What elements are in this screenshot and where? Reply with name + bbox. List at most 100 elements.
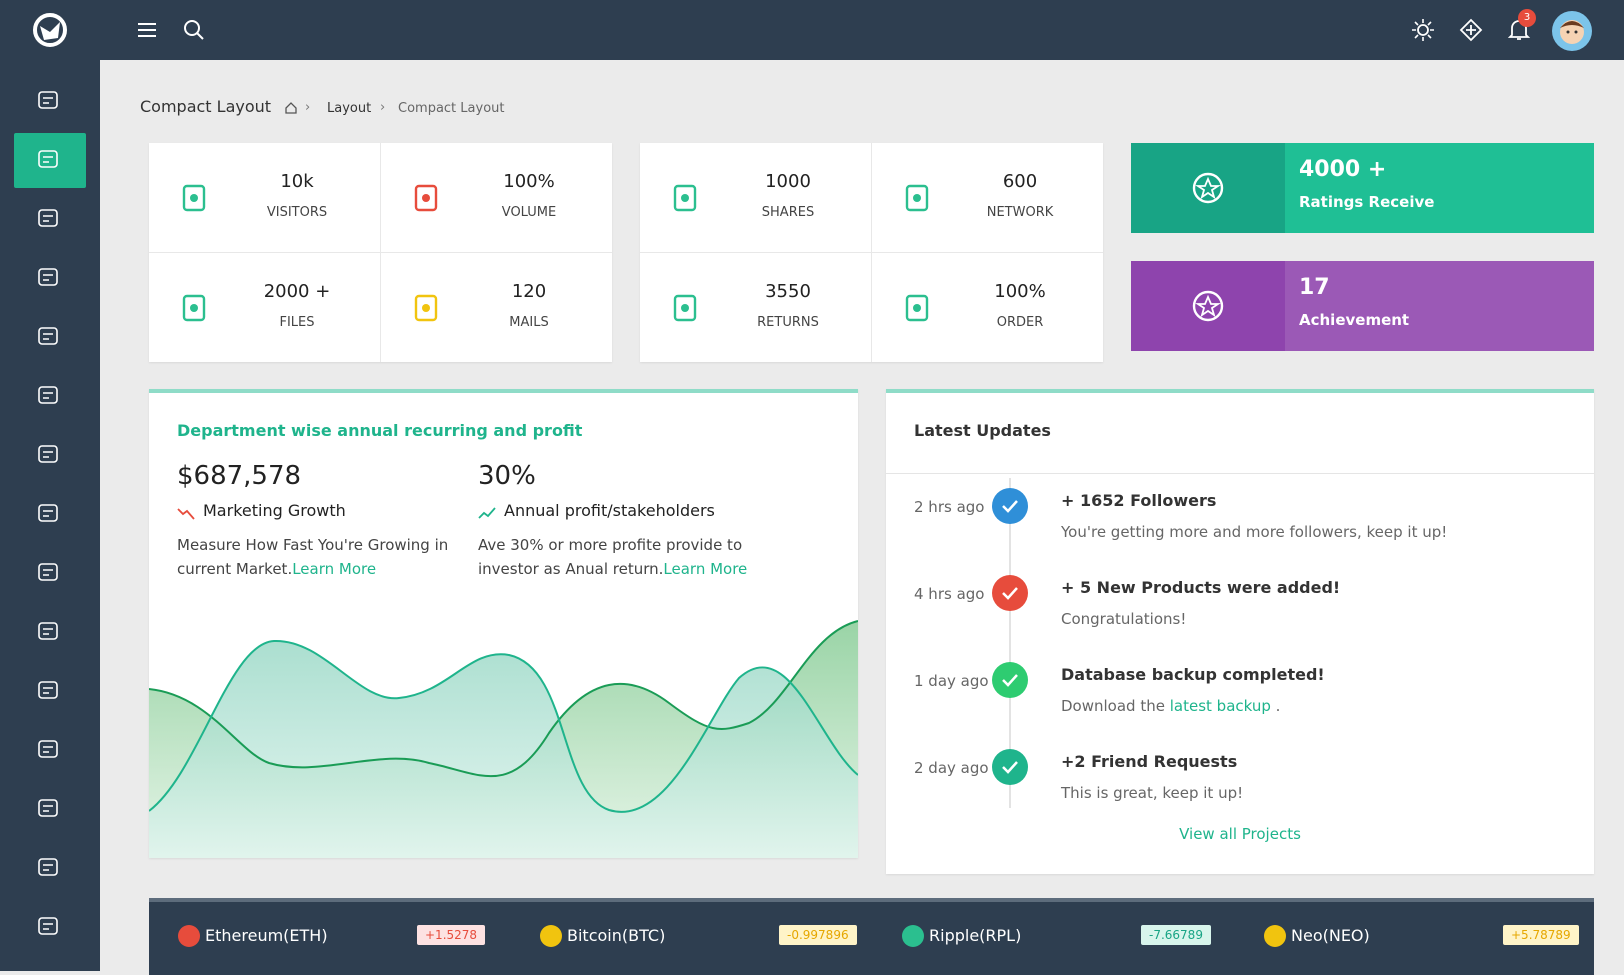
department-panel: Department wise annual recurring and pro… — [149, 389, 858, 858]
nav-item[interactable] — [38, 799, 58, 817]
coin-change: +5.78789 — [1503, 925, 1579, 945]
learn-more-link[interactable]: Learn More — [663, 560, 748, 578]
stat-value: 100% — [994, 281, 1046, 302]
metric-description: Ave 30% or more profite provide to inves… — [478, 536, 743, 578]
view-all-link[interactable]: View all Projects — [1179, 825, 1301, 843]
divider — [640, 252, 1103, 253]
nav-item[interactable] — [38, 386, 58, 404]
trend-icon-glyph — [177, 508, 195, 520]
highlight-label: Ratings Receive — [1299, 193, 1435, 211]
nav-item[interactable] — [38, 563, 58, 581]
stat-icon-glyph — [905, 294, 929, 322]
update-suffix: . — [1275, 697, 1281, 715]
stat-icon-glyph — [673, 294, 697, 322]
nav-item[interactable] — [38, 150, 58, 168]
stat-label: ORDER — [996, 315, 1044, 330]
metric-value: $687,578 — [177, 461, 302, 491]
stat-group: 1000 SHARES 600 NETWORK 3550 RETURNS 100% ORDER — [640, 143, 1103, 362]
trend-icon — [177, 505, 195, 524]
notification-count: 3 — [1518, 9, 1536, 27]
stat-icon-glyph — [673, 184, 697, 212]
stat-icon — [668, 181, 702, 219]
apps-button[interactable] — [1459, 18, 1483, 42]
stat-icon — [900, 181, 934, 219]
update-time: 2 day ago — [914, 759, 989, 777]
highlight-value: 4000 + — [1299, 157, 1387, 182]
update-text: Congratulations! — [1061, 610, 1186, 628]
stat-icon — [177, 181, 211, 219]
search-button[interactable] — [183, 19, 205, 41]
nav-item[interactable] — [38, 504, 58, 522]
stat-label: MAILS — [509, 315, 549, 330]
stat-icon — [177, 291, 211, 329]
update-description: You're getting more and more followers, … — [1061, 523, 1448, 541]
update-time: 2 hrs ago — [914, 498, 985, 516]
breadcrumb-link[interactable]: Layout — [327, 101, 372, 116]
update-text: You're getting more and more followers, … — [1061, 523, 1447, 541]
update-description: This is great, keep it up! — [1061, 784, 1244, 802]
active-item — [14, 133, 86, 188]
separator: › — [305, 100, 311, 115]
nav-item[interactable] — [38, 91, 58, 109]
nav-item[interactable] — [38, 858, 58, 876]
coin-icon — [177, 924, 201, 952]
update-description: Congratulations! — [1061, 610, 1187, 628]
highlight-card: 4000 + Ratings Receive — [1131, 143, 1594, 233]
highlight-icon — [1191, 171, 1225, 209]
sidebar-icons — [14, 91, 86, 935]
update-text: This is great, keep it up! — [1061, 784, 1243, 802]
nav-item[interactable] — [38, 327, 58, 345]
update-icon — [992, 749, 1028, 789]
metric-label: Marketing Growth — [203, 501, 346, 520]
update-link[interactable]: latest backup — [1169, 697, 1271, 715]
menu-button[interactable] — [136, 20, 158, 40]
stat-icon-glyph — [905, 184, 929, 212]
nav-item[interactable] — [38, 209, 58, 227]
stat-value: 10k — [280, 171, 314, 192]
home-icon[interactable] — [284, 101, 298, 115]
update-icon-glyph — [992, 662, 1028, 698]
coin-icon — [901, 924, 925, 952]
learn-more-link[interactable]: Learn More — [292, 560, 377, 578]
update-description: Download the — [1061, 697, 1165, 715]
metric-label: Annual profit/stakeholders — [504, 501, 715, 520]
nav-item[interactable] — [38, 681, 58, 699]
page-title: Compact Layout — [140, 97, 272, 116]
stat-label: VISITORS — [266, 205, 328, 220]
nav-item[interactable] — [38, 740, 58, 758]
stat-value: 100% — [503, 171, 555, 192]
coin-icon-glyph — [178, 925, 200, 947]
coin-icon-glyph — [1264, 925, 1286, 947]
metric-description: Measure How Fast You're Growing in curre… — [177, 536, 449, 578]
update-icon-glyph — [992, 749, 1028, 785]
avatar[interactable] — [1551, 10, 1593, 52]
highlight-icon-glyph — [1192, 290, 1224, 322]
highlight-value: 17 — [1299, 275, 1330, 300]
metric-text: Ave 30% or more profite provide to inves… — [478, 533, 758, 581]
panel-title: Department wise annual recurring and pro… — [177, 421, 583, 440]
update-title: + 5 New Products were added! — [1061, 578, 1341, 597]
coin-name: Ripple(RPL) — [929, 926, 1022, 945]
stat-icon — [900, 291, 934, 329]
update-text: Download the latest backup . — [1061, 697, 1280, 715]
nav-item[interactable] — [38, 445, 58, 463]
nav-item[interactable] — [38, 622, 58, 640]
stat-icon-glyph — [182, 184, 206, 212]
coin-name: Ethereum(ETH) — [205, 926, 328, 945]
coin-icon — [1263, 924, 1287, 952]
divider — [886, 473, 1594, 474]
stat-label: VOLUME — [501, 205, 557, 220]
highlight-icon-box — [1131, 143, 1285, 233]
stat-icon-glyph — [414, 294, 438, 322]
metric-value: 30% — [478, 461, 536, 491]
nav-item[interactable] — [38, 268, 58, 286]
nav-item[interactable] — [38, 917, 58, 935]
stat-value: 2000 + — [263, 281, 331, 302]
breadcrumb-current: Compact Layout — [398, 101, 505, 116]
theme-toggle[interactable] — [1411, 18, 1435, 42]
logo[interactable] — [32, 12, 68, 48]
coin-icon — [539, 924, 563, 952]
metric-text: Measure How Fast You're Growing in curre… — [177, 533, 457, 581]
sidebar — [0, 60, 100, 971]
